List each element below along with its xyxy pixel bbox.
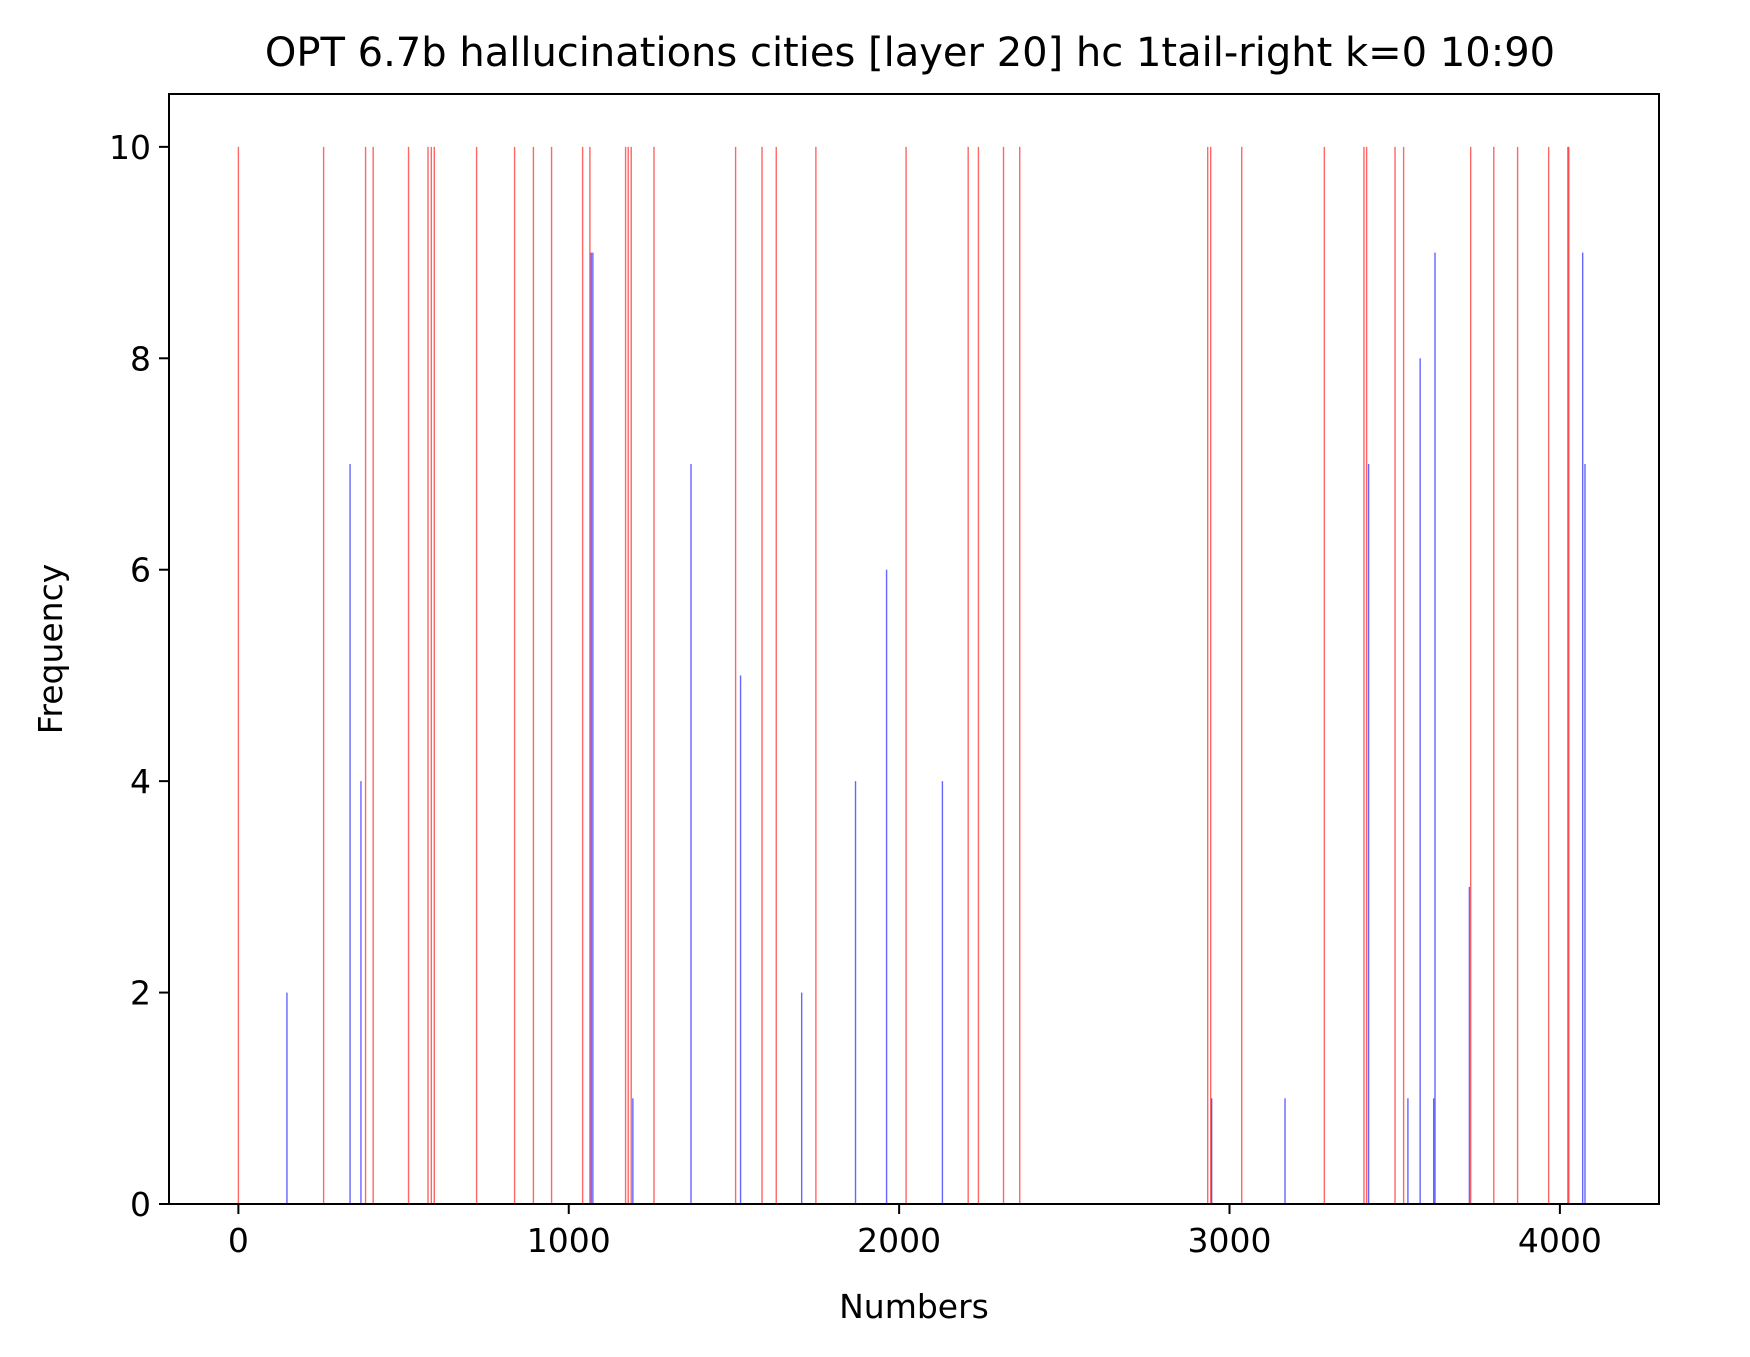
bar bbox=[632, 1098, 634, 1204]
bar bbox=[1209, 146, 1212, 1205]
bar bbox=[1207, 146, 1209, 1205]
bars-layer bbox=[237, 146, 1586, 1205]
y-tick-label: 6 bbox=[130, 551, 151, 590]
y-tick-label: 4 bbox=[130, 762, 151, 801]
bar bbox=[550, 146, 553, 1205]
bar bbox=[1363, 146, 1365, 1205]
bar bbox=[1402, 146, 1405, 1205]
x-tick-label: 3000 bbox=[1188, 1221, 1272, 1260]
bar bbox=[1210, 1098, 1213, 1204]
bar bbox=[1434, 252, 1436, 1204]
y-tick-label: 2 bbox=[130, 974, 151, 1013]
bar bbox=[1568, 146, 1570, 1205]
bar bbox=[739, 675, 742, 1204]
bar bbox=[1493, 146, 1495, 1205]
bar bbox=[941, 781, 944, 1204]
bar bbox=[1432, 1098, 1435, 1204]
bar bbox=[1547, 146, 1550, 1205]
bar bbox=[513, 146, 516, 1205]
bar bbox=[237, 146, 240, 1205]
bar bbox=[349, 464, 351, 1204]
bar bbox=[1468, 886, 1471, 1204]
x-tick-label: 0 bbox=[228, 1221, 249, 1260]
bar bbox=[592, 252, 594, 1204]
bar bbox=[364, 146, 367, 1205]
bar bbox=[322, 146, 325, 1205]
bar bbox=[815, 146, 817, 1205]
bar bbox=[1581, 252, 1584, 1204]
bar bbox=[1367, 464, 1370, 1204]
bar bbox=[734, 146, 737, 1205]
bar bbox=[1516, 146, 1519, 1205]
x-axis: 0 1000 2000 3000 4000 bbox=[228, 1204, 1602, 1260]
y-axis-label: Frequency bbox=[31, 564, 70, 734]
bar bbox=[407, 146, 410, 1205]
bar bbox=[360, 781, 362, 1204]
bar bbox=[589, 146, 591, 1205]
y-tick-label: 0 bbox=[130, 1185, 151, 1224]
plot-area bbox=[168, 93, 1660, 1205]
bar bbox=[885, 569, 888, 1204]
bar bbox=[1567, 146, 1569, 1205]
bar bbox=[475, 146, 478, 1205]
bar bbox=[1241, 146, 1243, 1205]
bar bbox=[1469, 146, 1472, 1205]
bar bbox=[967, 146, 969, 1205]
bar bbox=[1419, 358, 1421, 1204]
y-tick-label: 10 bbox=[109, 128, 151, 167]
bar bbox=[532, 146, 535, 1205]
bar bbox=[372, 146, 374, 1205]
bar bbox=[630, 146, 632, 1205]
bar bbox=[690, 464, 692, 1204]
y-tick-label: 8 bbox=[130, 339, 151, 378]
bar bbox=[800, 992, 803, 1204]
bar bbox=[854, 781, 857, 1204]
bar bbox=[1323, 146, 1326, 1205]
bar bbox=[905, 146, 907, 1205]
bar bbox=[430, 146, 433, 1205]
bar bbox=[1002, 146, 1005, 1205]
bar bbox=[1284, 1098, 1286, 1204]
bar bbox=[1394, 146, 1396, 1205]
x-axis-label: Numbers bbox=[839, 1287, 989, 1326]
bar bbox=[624, 146, 627, 1205]
bar bbox=[590, 252, 592, 1204]
x-tick-label: 2000 bbox=[857, 1221, 941, 1260]
bar bbox=[1019, 146, 1021, 1205]
x-tick-label: 1000 bbox=[527, 1221, 611, 1260]
bar bbox=[286, 992, 288, 1204]
bar bbox=[1365, 146, 1368, 1205]
bar bbox=[427, 146, 429, 1205]
bar bbox=[775, 146, 777, 1205]
bar bbox=[977, 146, 980, 1205]
y-axis: 0 2 4 6 8 10 bbox=[109, 128, 169, 1224]
chart-title: OPT 6.7b hallucinations cities [layer 20… bbox=[265, 30, 1555, 76]
bar bbox=[653, 146, 655, 1205]
bar bbox=[581, 146, 584, 1205]
bar bbox=[1584, 464, 1586, 1204]
bar bbox=[761, 146, 763, 1205]
plot-frame bbox=[168, 93, 1660, 1205]
x-tick-label: 4000 bbox=[1518, 1221, 1602, 1260]
bar bbox=[1407, 1098, 1409, 1204]
bar bbox=[433, 146, 435, 1205]
bar bbox=[627, 146, 629, 1205]
